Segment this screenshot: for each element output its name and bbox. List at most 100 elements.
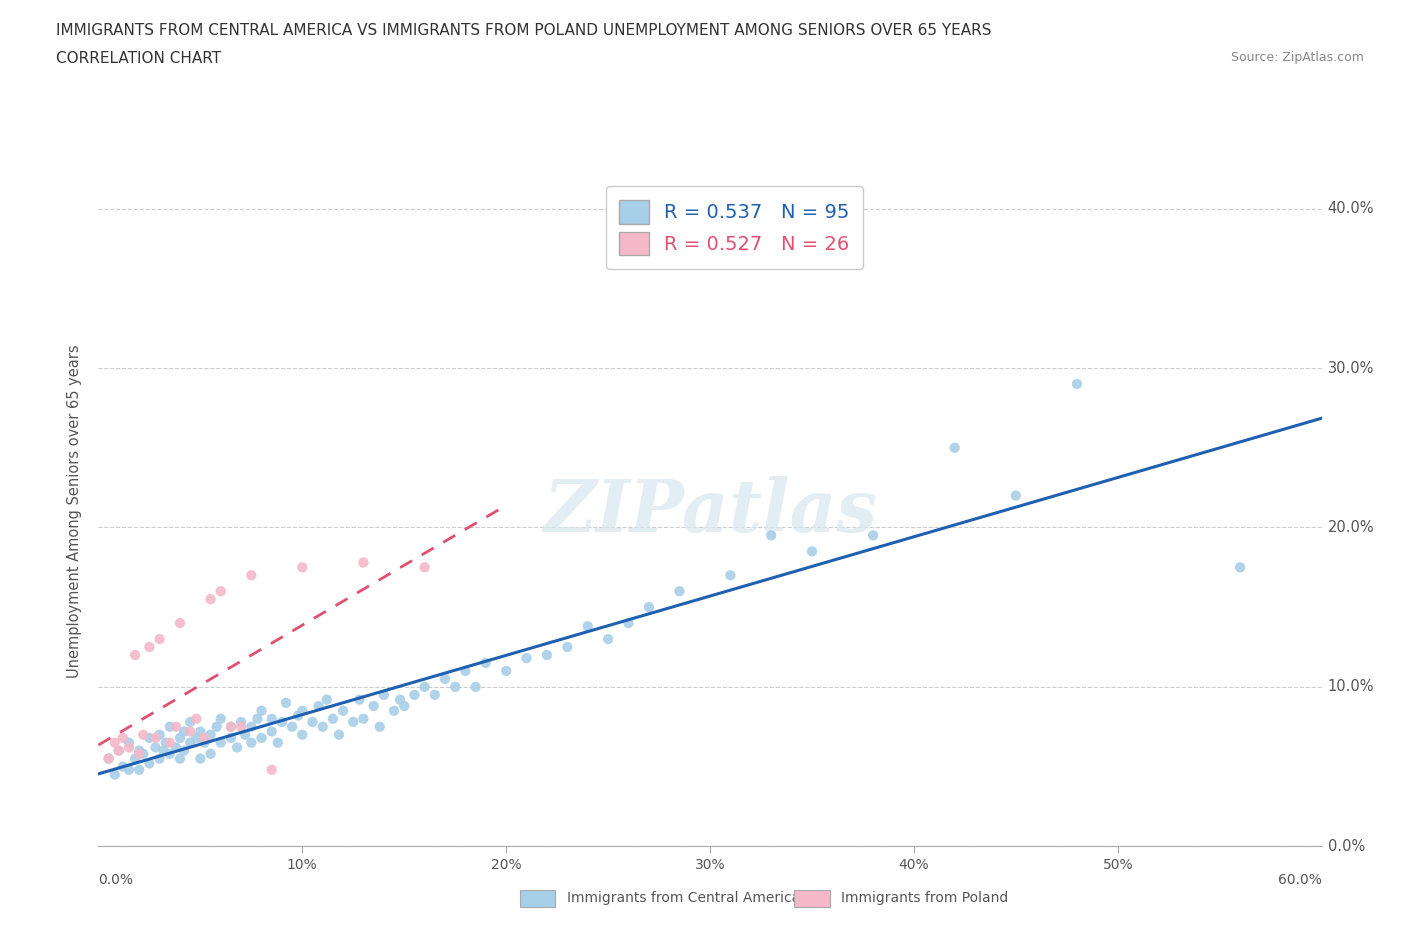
Point [169, 730, 191, 745]
Point [226, 740, 249, 755]
Point [108, 743, 131, 758]
Point [200, 747, 222, 762]
Point [152, 743, 174, 758]
Point [200, 591, 222, 606]
Point [495, 663, 517, 678]
Point [188, 751, 212, 766]
Point [312, 719, 335, 734]
Text: Immigrants from Central America: Immigrants from Central America [567, 891, 800, 906]
Point [165, 719, 187, 734]
Point [169, 616, 191, 631]
Point [250, 703, 273, 718]
Point [281, 719, 304, 734]
Point [1004, 488, 1026, 503]
Point [801, 544, 824, 559]
Point [111, 759, 134, 774]
Point [668, 584, 690, 599]
Point [200, 727, 222, 742]
Point [363, 698, 385, 713]
Point [145, 730, 167, 745]
Point [179, 736, 201, 751]
Text: 20.0%: 20.0% [1327, 520, 1375, 535]
Point [138, 730, 160, 745]
Point [368, 719, 391, 734]
Text: Source: ZipAtlas.com: Source: ZipAtlas.com [1230, 51, 1364, 64]
Point [128, 743, 150, 758]
Point [240, 568, 263, 583]
Point [111, 730, 134, 745]
Point [342, 714, 364, 729]
Point [233, 727, 256, 742]
Point [291, 727, 314, 742]
Point [434, 671, 457, 686]
Text: IMMIGRANTS FROM CENTRAL AMERICA VS IMMIGRANTS FROM POLAND UNEMPLOYMENT AMONG SEN: IMMIGRANTS FROM CENTRAL AMERICA VS IMMIG… [56, 23, 991, 38]
Point [159, 736, 181, 751]
Text: CORRELATION CHART: CORRELATION CHART [56, 51, 221, 66]
Point [231, 714, 253, 729]
Point [205, 719, 228, 734]
Point [555, 640, 579, 655]
Point [104, 767, 127, 782]
Point [270, 714, 294, 729]
Point [138, 756, 160, 771]
Point [219, 730, 242, 745]
Point [128, 747, 150, 762]
Point [240, 719, 263, 734]
Point [246, 711, 269, 726]
Point [328, 727, 350, 742]
Point [240, 736, 263, 751]
Point [423, 687, 446, 702]
Point [413, 560, 436, 575]
Point [231, 719, 253, 734]
Point [159, 747, 181, 762]
Point [308, 698, 330, 713]
Point [382, 703, 405, 718]
Point [173, 743, 195, 758]
Point [352, 555, 374, 570]
Point [149, 727, 172, 742]
Point [373, 687, 395, 702]
Point [274, 696, 297, 711]
Point [193, 730, 215, 745]
Point [179, 714, 201, 729]
Point [118, 736, 141, 751]
Point [291, 560, 314, 575]
Point [260, 763, 283, 777]
Text: 40.0%: 40.0% [1327, 201, 1374, 216]
Point [97, 751, 120, 766]
Point [516, 651, 538, 666]
Point [260, 711, 283, 726]
Point [617, 616, 640, 631]
Point [413, 680, 436, 695]
Text: 0.0%: 0.0% [1327, 839, 1365, 854]
Text: ZIPatlas: ZIPatlas [543, 476, 877, 547]
Point [159, 719, 181, 734]
Point [267, 736, 290, 751]
Point [301, 714, 323, 729]
Point [718, 568, 742, 583]
Point [862, 528, 884, 543]
Point [219, 719, 242, 734]
Point [124, 751, 146, 766]
Text: 10.0%: 10.0% [1327, 680, 1374, 695]
Point [145, 740, 167, 755]
Point [186, 730, 208, 745]
Point [287, 708, 309, 723]
Point [138, 640, 160, 655]
Text: 0.0%: 0.0% [98, 873, 134, 887]
Point [132, 727, 155, 742]
Legend: R = 0.537   N = 95, R = 0.527   N = 26: R = 0.537 N = 95, R = 0.527 N = 26 [606, 186, 863, 269]
Point [165, 740, 187, 755]
Point [209, 584, 232, 599]
Point [1066, 377, 1088, 392]
Point [576, 618, 599, 633]
Point [128, 763, 150, 777]
Text: 60.0%: 60.0% [1278, 873, 1322, 887]
Point [943, 440, 966, 455]
Point [169, 751, 191, 766]
Text: 30.0%: 30.0% [1327, 361, 1374, 376]
Point [193, 736, 215, 751]
Point [349, 692, 371, 707]
Point [209, 711, 232, 726]
Point [219, 719, 242, 734]
